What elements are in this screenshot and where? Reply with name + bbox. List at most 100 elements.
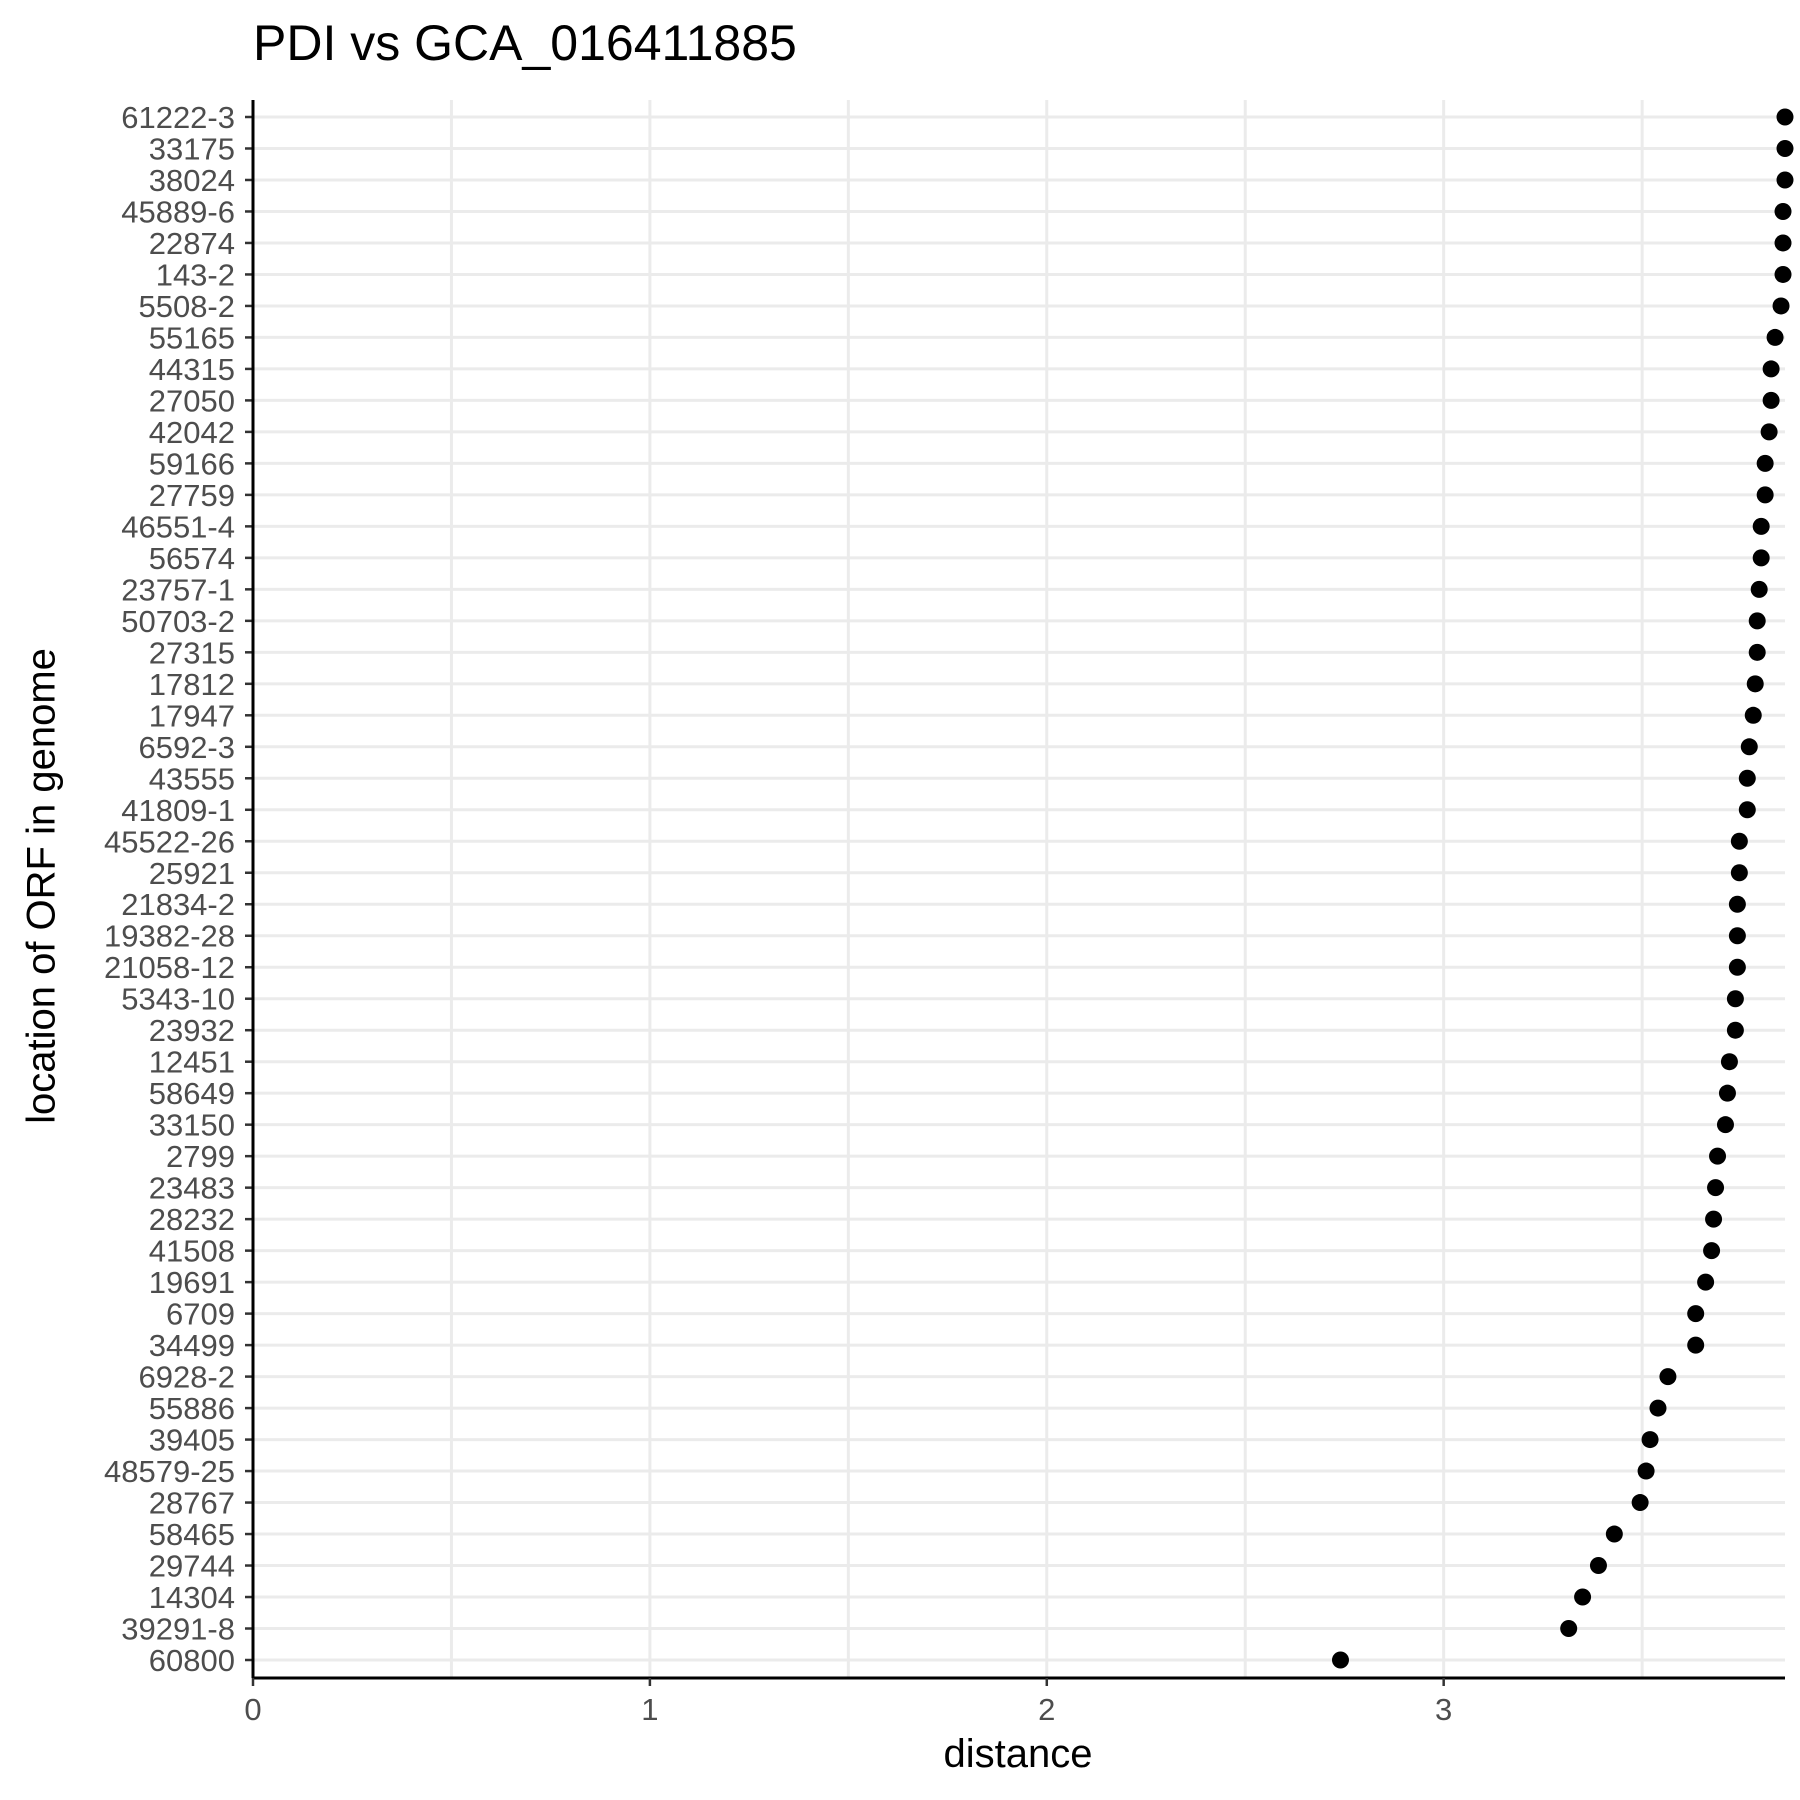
- data-point: [1687, 1336, 1705, 1354]
- data-point: [1774, 234, 1792, 252]
- data-point: [1705, 1210, 1723, 1228]
- y-tick-label: 21834-2: [121, 887, 235, 922]
- y-tick-label: 12451: [149, 1045, 235, 1080]
- y-tick-label: 48579-25: [104, 1454, 235, 1489]
- y-tick-label: 42042: [149, 415, 235, 450]
- y-tick-label: 19691: [149, 1265, 235, 1300]
- y-tick-label: 45522-26: [104, 824, 235, 859]
- y-tick-label: 50703-2: [121, 604, 235, 639]
- data-point: [1762, 360, 1780, 378]
- y-tick-label: 6592-3: [138, 730, 235, 765]
- y-tick-label: 59166: [149, 446, 235, 481]
- x-axis-title: distance: [943, 1732, 1093, 1776]
- data-point: [1703, 1242, 1721, 1260]
- data-point: [1776, 171, 1794, 189]
- data-point: [1774, 265, 1792, 283]
- data-point: [1716, 1116, 1734, 1134]
- data-point: [1574, 1588, 1592, 1606]
- y-tick-label: 55886: [149, 1391, 235, 1426]
- x-tick-label: 2: [1038, 1692, 1055, 1727]
- y-tick-label: 58649: [149, 1076, 235, 1111]
- data-point: [1752, 549, 1770, 567]
- y-tick-label: 27050: [149, 383, 235, 418]
- data-point: [1331, 1651, 1349, 1669]
- data-point: [1718, 1084, 1736, 1102]
- y-tick-label: 28232: [149, 1202, 235, 1237]
- data-point: [1605, 1525, 1623, 1543]
- y-tick-label: 33175: [149, 131, 235, 166]
- data-point: [1776, 139, 1794, 157]
- y-axis-title: location of ORF in genome: [19, 648, 64, 1124]
- y-tick-label: 29744: [149, 1549, 235, 1584]
- y-tick-label: 25921: [149, 856, 235, 891]
- data-point: [1730, 864, 1748, 882]
- y-tick-label: 61222-3: [121, 100, 235, 135]
- y-tick-label: 22874: [149, 226, 235, 261]
- y-tick-label: 143-2: [156, 257, 235, 292]
- y-tick-label: 38024: [149, 163, 235, 198]
- data-point: [1631, 1494, 1649, 1512]
- x-tick-label: 0: [244, 1692, 261, 1727]
- data-point: [1726, 1021, 1744, 1039]
- data-point: [1707, 1179, 1725, 1197]
- data-point: [1637, 1462, 1655, 1480]
- y-tick-label: 23932: [149, 1013, 235, 1048]
- y-tick-label: 27315: [149, 635, 235, 670]
- data-point: [1776, 108, 1794, 126]
- data-point: [1750, 580, 1768, 598]
- y-tick-label: 43555: [149, 761, 235, 796]
- data-point: [1740, 738, 1758, 756]
- data-point: [1697, 1273, 1715, 1291]
- x-tick-label: 3: [1435, 1692, 1452, 1727]
- data-point: [1772, 297, 1790, 315]
- data-point: [1687, 1305, 1705, 1323]
- data-point: [1760, 423, 1778, 441]
- data-point: [1766, 328, 1784, 346]
- y-tick-label: 45889-6: [121, 194, 235, 229]
- y-tick-label: 2799: [166, 1139, 235, 1174]
- y-tick-label: 6928-2: [138, 1360, 235, 1395]
- data-point: [1756, 486, 1774, 504]
- data-point: [1728, 927, 1746, 945]
- y-tick-label: 39405: [149, 1423, 235, 1458]
- y-tick-label: 5508-2: [138, 289, 235, 324]
- data-point: [1762, 391, 1780, 409]
- data-point: [1560, 1620, 1578, 1638]
- y-tick-label: 33150: [149, 1108, 235, 1143]
- y-tick-label: 21058-12: [104, 950, 235, 985]
- y-tick-label: 23483: [149, 1171, 235, 1206]
- y-tick-label: 41809-1: [121, 793, 235, 828]
- y-tick-label: 41508: [149, 1234, 235, 1269]
- y-tick-label: 6709: [166, 1297, 235, 1332]
- y-tick-label: 23757-1: [121, 572, 235, 607]
- y-tick-label: 55165: [149, 320, 235, 355]
- data-point: [1728, 895, 1746, 913]
- chart-title: PDI vs GCA_016411885: [253, 15, 797, 71]
- y-tick-label: 17812: [149, 667, 235, 702]
- data-point: [1641, 1431, 1659, 1449]
- y-tick-label: 46551-4: [121, 509, 235, 544]
- data-point: [1720, 1053, 1738, 1071]
- data-point: [1728, 958, 1746, 976]
- y-tick-label: 34499: [149, 1328, 235, 1363]
- data-point: [1752, 517, 1770, 535]
- y-tick-label: 39291-8: [121, 1612, 235, 1647]
- y-tick-label: 56574: [149, 541, 235, 576]
- y-tick-label: 5343-10: [121, 982, 235, 1017]
- data-point: [1748, 643, 1766, 661]
- x-tick-label: 1: [641, 1692, 658, 1727]
- data-point: [1659, 1368, 1677, 1386]
- data-point: [1738, 769, 1756, 787]
- data-point: [1774, 202, 1792, 220]
- y-tick-label: 60800: [149, 1643, 235, 1678]
- data-point: [1649, 1399, 1667, 1417]
- y-tick-label: 27759: [149, 478, 235, 513]
- y-tick-label: 14304: [149, 1580, 235, 1615]
- y-tick-label: 44315: [149, 352, 235, 387]
- y-tick-label: 28767: [149, 1486, 235, 1521]
- data-point: [1726, 990, 1744, 1008]
- y-tick-label: 17947: [149, 698, 235, 733]
- y-tick-label: 19382-28: [104, 919, 235, 954]
